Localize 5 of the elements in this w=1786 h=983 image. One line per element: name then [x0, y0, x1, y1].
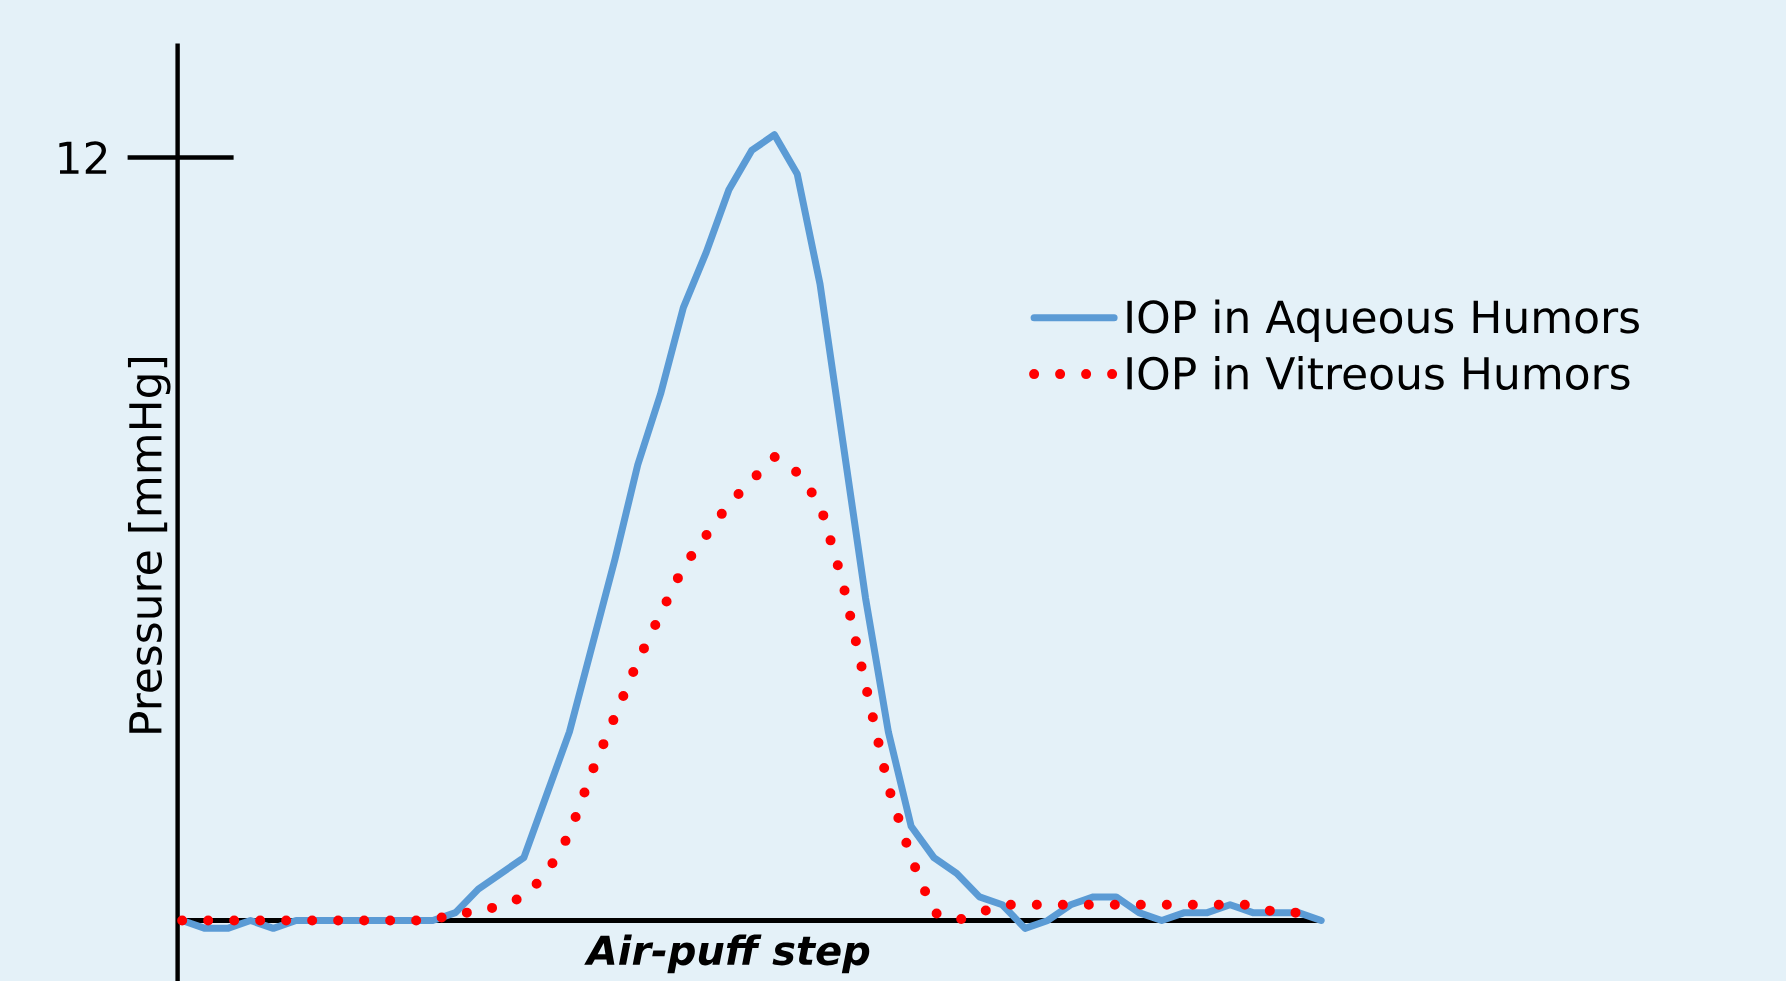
- x-axis-title: Air-puff step: [584, 934, 870, 974]
- legend-label: IOP in Vitreous Humors: [1127, 355, 1630, 390]
- legend-label: IOP in Aqueous Humors: [1127, 299, 1639, 342]
- text: 12: [59, 141, 107, 174]
- y-axis-title: Pressure [mmHg]: [127, 357, 171, 733]
